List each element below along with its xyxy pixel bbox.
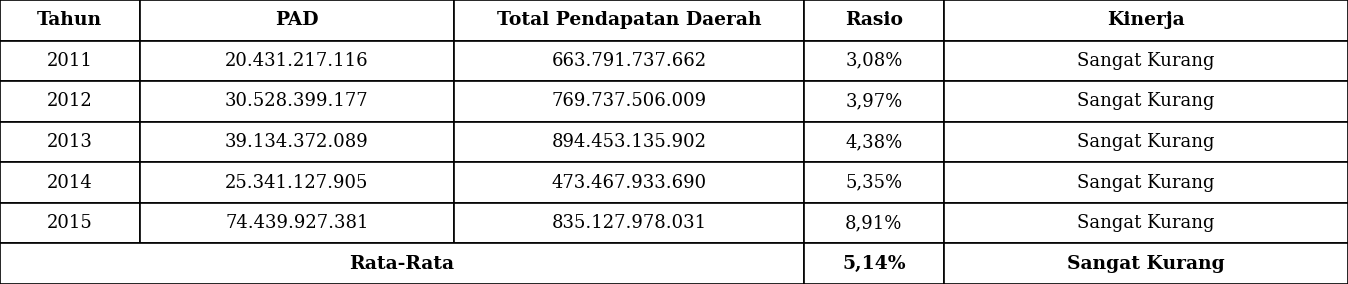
Bar <box>454 122 803 162</box>
Text: 4,38%: 4,38% <box>845 133 902 151</box>
Bar <box>803 0 944 41</box>
Bar <box>0 162 140 203</box>
Bar <box>944 243 1348 284</box>
Text: 894.453.135.902: 894.453.135.902 <box>551 133 706 151</box>
Bar <box>803 41 944 81</box>
Text: 30.528.399.177: 30.528.399.177 <box>225 92 369 110</box>
Text: 769.737.506.009: 769.737.506.009 <box>551 92 706 110</box>
Bar <box>944 81 1348 122</box>
Text: 25.341.127.905: 25.341.127.905 <box>225 174 368 192</box>
Bar <box>0 81 140 122</box>
Text: 20.431.217.116: 20.431.217.116 <box>225 52 369 70</box>
Text: 663.791.737.662: 663.791.737.662 <box>551 52 706 70</box>
Text: Sangat Kurang: Sangat Kurang <box>1077 92 1215 110</box>
Text: Total Pendapatan Daerah: Total Pendapatan Daerah <box>497 11 762 29</box>
Text: Sangat Kurang: Sangat Kurang <box>1077 52 1215 70</box>
Bar <box>803 81 944 122</box>
Bar <box>0 203 140 243</box>
Text: Rata-Rata: Rata-Rata <box>349 255 454 273</box>
Bar <box>944 162 1348 203</box>
Text: Sangat Kurang: Sangat Kurang <box>1077 174 1215 192</box>
Bar <box>803 122 944 162</box>
Bar <box>140 122 454 162</box>
Bar <box>0 243 803 284</box>
Text: Kinerja: Kinerja <box>1107 11 1185 29</box>
Bar <box>803 203 944 243</box>
Text: 5,35%: 5,35% <box>845 174 902 192</box>
Bar <box>944 122 1348 162</box>
Bar <box>454 162 803 203</box>
Text: 5,14%: 5,14% <box>842 255 906 273</box>
Bar <box>454 0 803 41</box>
Text: Rasio: Rasio <box>845 11 903 29</box>
Bar <box>803 243 944 284</box>
Text: 3,08%: 3,08% <box>845 52 903 70</box>
Text: Sangat Kurang: Sangat Kurang <box>1066 255 1225 273</box>
Text: 74.439.927.381: 74.439.927.381 <box>225 214 368 232</box>
Bar <box>140 203 454 243</box>
Bar <box>140 0 454 41</box>
Bar <box>454 41 803 81</box>
Bar <box>454 81 803 122</box>
Bar <box>454 203 803 243</box>
Bar <box>140 81 454 122</box>
Bar <box>0 41 140 81</box>
Text: 2015: 2015 <box>47 214 93 232</box>
Text: PAD: PAD <box>275 11 318 29</box>
Bar <box>944 0 1348 41</box>
Bar <box>944 203 1348 243</box>
Text: Sangat Kurang: Sangat Kurang <box>1077 133 1215 151</box>
Text: 835.127.978.031: 835.127.978.031 <box>551 214 706 232</box>
Bar <box>803 162 944 203</box>
Text: Sangat Kurang: Sangat Kurang <box>1077 214 1215 232</box>
Text: 3,97%: 3,97% <box>845 92 902 110</box>
Text: 473.467.933.690: 473.467.933.690 <box>551 174 706 192</box>
Text: 2013: 2013 <box>47 133 93 151</box>
Text: 8,91%: 8,91% <box>845 214 903 232</box>
Bar <box>140 41 454 81</box>
Text: 2012: 2012 <box>47 92 93 110</box>
Text: 39.134.372.089: 39.134.372.089 <box>225 133 369 151</box>
Bar <box>944 41 1348 81</box>
Text: 2014: 2014 <box>47 174 93 192</box>
Text: 2011: 2011 <box>47 52 93 70</box>
Bar <box>0 0 140 41</box>
Bar <box>0 122 140 162</box>
Text: Tahun: Tahun <box>38 11 102 29</box>
Bar <box>140 162 454 203</box>
